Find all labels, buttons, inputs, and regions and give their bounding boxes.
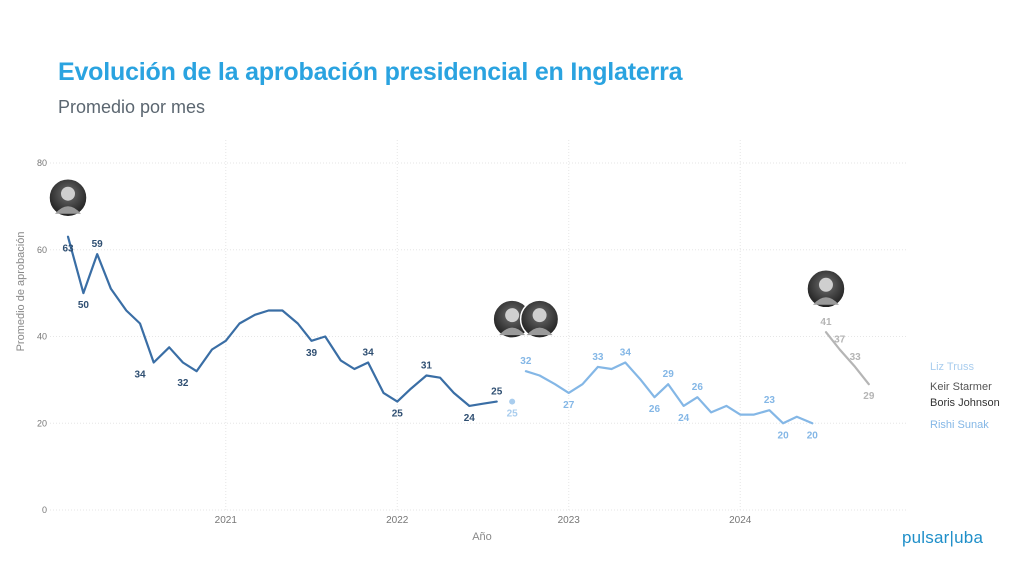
data-label: 63 (62, 244, 74, 255)
legend-item: Boris Johnson (930, 397, 1000, 409)
data-label: 59 (92, 239, 104, 250)
y-tick-label: 20 (37, 418, 47, 428)
data-label: 34 (363, 348, 375, 359)
avatar-head (532, 308, 547, 323)
y-tick-label: 60 (37, 245, 47, 255)
y-axis-title: Promedio de aprobación (15, 232, 27, 352)
series-point-liz-truss (509, 398, 516, 405)
data-label: 26 (649, 404, 661, 415)
keir-starmer-avatar (806, 269, 846, 309)
data-label: 25 (507, 409, 519, 420)
data-label: 24 (678, 413, 690, 424)
series-line-rishi-sunak (524, 361, 814, 425)
data-label: 33 (850, 352, 862, 363)
data-label: 34 (620, 348, 632, 359)
data-label: 23 (764, 395, 776, 406)
avatar-head (61, 186, 75, 201)
boris-johnson-avatar (48, 177, 88, 218)
avatar-head (505, 308, 520, 323)
y-tick-label: 40 (37, 332, 47, 342)
x-tick-label: 2022 (386, 515, 409, 526)
brand-logo: pulsar|uba (902, 528, 983, 548)
data-label: 29 (663, 369, 675, 380)
data-label: 29 (863, 391, 875, 402)
x-tick-label: 2024 (729, 515, 752, 526)
brand-separator: | (949, 528, 955, 547)
data-label: 39 (306, 348, 318, 359)
data-label: 32 (177, 378, 189, 389)
x-tick-label: 2023 (558, 515, 581, 526)
series-line-keir-starmer (824, 331, 870, 386)
page-title: Evolución de la aprobación presidencial … (58, 58, 683, 86)
rishi-sunak-avatar (519, 299, 560, 339)
y-tick-label: 80 (37, 158, 47, 168)
data-label: 25 (392, 409, 404, 420)
data-label: 27 (563, 400, 575, 411)
data-label: 24 (464, 413, 476, 424)
data-label: 37 (834, 335, 846, 346)
legend-item: Liz Truss (930, 361, 975, 373)
legend-item: Keir Starmer (930, 381, 992, 393)
series-line-boris-johnson (66, 235, 498, 407)
data-label: 26 (692, 382, 704, 393)
x-tick-label: 2021 (215, 515, 238, 526)
data-label: 50 (78, 300, 90, 311)
brand-name-right: uba (954, 528, 984, 547)
data-label: 33 (592, 352, 604, 363)
avatar-shoulders (526, 327, 553, 336)
data-label: 20 (807, 430, 819, 441)
data-label: 34 (134, 370, 146, 381)
y-tick-label: 0 (42, 505, 47, 515)
data-label: 25 (491, 387, 503, 398)
data-label: 41 (820, 317, 832, 328)
avatar-shoulders (499, 327, 526, 336)
page-subtitle: Promedio por mes (58, 97, 206, 117)
brand-name-left: pulsar (902, 528, 950, 547)
x-axis-title: Año (472, 531, 492, 543)
avatar-head (818, 277, 833, 292)
data-label: 20 (778, 430, 790, 441)
data-label: 31 (421, 361, 433, 372)
avatar-shoulders (812, 297, 839, 305)
data-label: 32 (520, 356, 532, 367)
avatar-shoulders (55, 206, 81, 214)
legend-item: Rishi Sunak (930, 419, 989, 431)
